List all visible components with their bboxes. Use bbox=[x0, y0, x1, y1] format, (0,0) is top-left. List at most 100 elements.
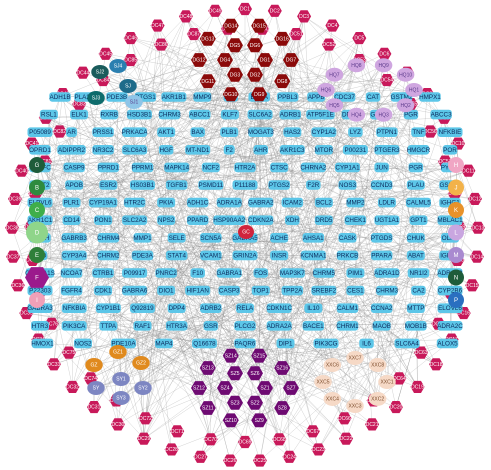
node bbox=[352, 32, 367, 45]
edge bbox=[344, 74, 406, 98]
gene-node bbox=[276, 92, 299, 102]
gene-node bbox=[200, 233, 222, 243]
edge bbox=[210, 184, 477, 257]
node-label: HQ2 bbox=[400, 103, 411, 109]
gene-label: CHRM5 bbox=[313, 270, 336, 277]
gene-node bbox=[186, 215, 209, 225]
node-label: DC75 bbox=[62, 350, 75, 356]
side-node-label: F bbox=[35, 275, 39, 281]
node bbox=[199, 401, 216, 415]
gene-node bbox=[248, 127, 274, 137]
node bbox=[274, 31, 291, 46]
edge bbox=[259, 290, 293, 461]
gene-node bbox=[201, 162, 220, 173]
edge bbox=[39, 308, 260, 356]
side-node-label: D bbox=[35, 230, 40, 236]
edge bbox=[36, 114, 80, 278]
edge bbox=[260, 33, 297, 291]
node-label: DG12 bbox=[192, 58, 205, 64]
gene-label: AHR bbox=[254, 147, 268, 154]
gene-node bbox=[311, 127, 337, 137]
node bbox=[150, 19, 165, 32]
gene-label: OLR1 bbox=[442, 235, 459, 242]
gene-label: Q16678 bbox=[193, 340, 216, 347]
node-label: DC84 bbox=[97, 78, 110, 84]
node-label: XXC5 bbox=[316, 380, 329, 386]
gene-node bbox=[285, 215, 300, 225]
gene-node bbox=[370, 180, 393, 190]
node bbox=[119, 79, 137, 93]
gene-node bbox=[122, 268, 148, 278]
edge bbox=[117, 167, 348, 353]
node bbox=[222, 413, 239, 428]
gene-label: CASP9 bbox=[64, 164, 85, 171]
gene-label: SLC2A2 bbox=[123, 217, 147, 224]
node-label: DC87 bbox=[187, 32, 200, 38]
gene-node bbox=[63, 162, 85, 173]
gene-node bbox=[370, 250, 393, 261]
edge bbox=[210, 161, 446, 326]
edge bbox=[108, 25, 333, 168]
node bbox=[87, 381, 105, 395]
gene-node bbox=[248, 215, 274, 225]
edge bbox=[264, 184, 348, 389]
gene-label: PAQR6 bbox=[235, 340, 256, 347]
gene-node bbox=[220, 127, 239, 137]
edge bbox=[200, 308, 348, 457]
node-label: SZ5 bbox=[230, 371, 239, 377]
gene-label: ALOX5 bbox=[437, 340, 458, 347]
gene-label: ELOVL6 bbox=[438, 305, 462, 312]
node-label: DC83 bbox=[73, 102, 86, 108]
node bbox=[247, 395, 263, 410]
node-label: DG10 bbox=[224, 92, 237, 98]
node-label: DC86 bbox=[155, 42, 168, 48]
gene-node bbox=[346, 268, 365, 278]
edge bbox=[197, 202, 378, 366]
side-node bbox=[448, 179, 464, 196]
node bbox=[138, 412, 153, 425]
gene-node bbox=[304, 303, 323, 313]
edge bbox=[303, 16, 442, 115]
gene-label: APOB bbox=[65, 182, 83, 189]
node bbox=[274, 361, 291, 375]
gene-label: GRIN2A bbox=[233, 252, 257, 259]
node bbox=[374, 58, 393, 73]
node-label: DC46 bbox=[124, 36, 137, 42]
node-label: DC35 bbox=[20, 311, 33, 317]
edge bbox=[102, 132, 397, 408]
gene-node bbox=[165, 180, 188, 190]
node-label: DG9 bbox=[254, 92, 265, 98]
node-label: DC56 bbox=[424, 129, 437, 135]
node bbox=[222, 348, 239, 363]
edge bbox=[210, 10, 275, 168]
gene-label: ABCC3 bbox=[431, 112, 452, 119]
node-label: DG15 bbox=[253, 23, 266, 29]
node-label: DG16 bbox=[276, 36, 289, 42]
gene-node bbox=[186, 197, 209, 208]
edge bbox=[347, 209, 457, 326]
node bbox=[46, 358, 61, 371]
gene-node bbox=[408, 162, 424, 173]
gene-label: Q92819 bbox=[131, 305, 154, 312]
gene-label: OPRD1 bbox=[29, 147, 51, 154]
node-label: DC44 bbox=[77, 70, 90, 76]
gene-node bbox=[61, 303, 87, 313]
gene-label: PDE3A bbox=[132, 252, 153, 259]
gene-node bbox=[133, 233, 152, 243]
gene-node bbox=[279, 145, 305, 155]
gene-node bbox=[336, 321, 359, 331]
gene-label: CALM1 bbox=[337, 305, 358, 312]
gene-label: HMPX1 bbox=[419, 94, 441, 101]
gene-label: ABCC1 bbox=[189, 112, 210, 119]
node-label: DC4 bbox=[327, 23, 337, 29]
gene-label: NR1I2 bbox=[410, 270, 428, 277]
node-label: DG13 bbox=[201, 36, 214, 42]
node bbox=[203, 433, 218, 446]
gene-node bbox=[191, 338, 217, 349]
node bbox=[377, 47, 392, 60]
node-label: DC40 bbox=[15, 168, 28, 174]
edge bbox=[35, 149, 356, 194]
edge bbox=[109, 114, 292, 389]
gene-node bbox=[394, 338, 420, 349]
edge bbox=[90, 343, 165, 379]
